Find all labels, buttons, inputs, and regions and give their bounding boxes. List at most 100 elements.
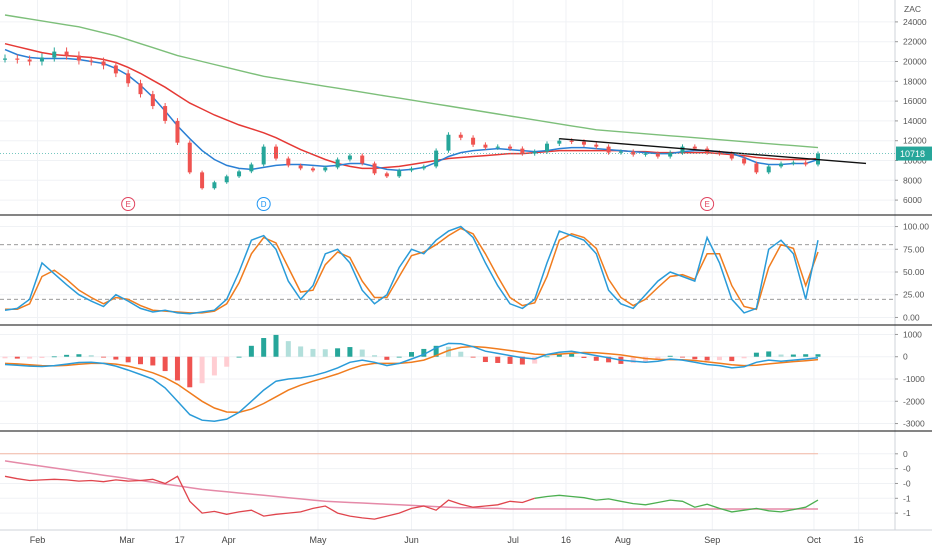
candle-body[interactable]: [545, 143, 549, 152]
candle-body[interactable]: [803, 162, 808, 165]
relative-strength-panel[interactable]: [0, 453, 819, 520]
y-tick-label: 22000: [903, 37, 927, 47]
candle-body[interactable]: [742, 158, 747, 164]
last-price-value: 10718: [900, 149, 925, 159]
candle-body[interactable]: [261, 146, 266, 165]
macd-histogram-bar: [39, 356, 45, 358]
candle-body[interactable]: [310, 168, 315, 171]
candle-body[interactable]: [175, 120, 180, 143]
price-trendline[interactable]: [559, 138, 867, 165]
candle-body[interactable]: [372, 163, 377, 174]
candle-body[interactable]: [298, 165, 303, 169]
sma-slow-line: [4, 14, 819, 149]
macd-histogram-bar: [421, 348, 427, 357]
macd-histogram-bar: [273, 334, 279, 357]
candle-body[interactable]: [323, 167, 328, 171]
candle-body[interactable]: [249, 164, 254, 172]
candle-body[interactable]: [3, 58, 7, 60]
candle-body[interactable]: [187, 142, 192, 173]
candle-body[interactable]: [384, 173, 389, 177]
candle-body[interactable]: [791, 162, 796, 164]
candle-body[interactable]: [766, 166, 771, 173]
candle-body[interactable]: [594, 144, 599, 147]
stochastic-d-line: [5, 227, 819, 314]
candle-body[interactable]: [360, 155, 365, 164]
candle-body[interactable]: [532, 151, 537, 154]
candle-body[interactable]: [471, 137, 476, 145]
candle-body[interactable]: [64, 51, 69, 56]
event-marker[interactable]: [700, 197, 715, 211]
time-scale[interactable]: Feb Mar 17 Apr May Jun Jul 16 Aug Sep Oct 16: [30, 535, 864, 545]
x-tick-label: Feb: [30, 535, 46, 545]
candle-body[interactable]: [680, 146, 685, 153]
candle-body[interactable]: [39, 57, 44, 62]
macd-histogram-bar: [458, 351, 464, 357]
candle-body[interactable]: [286, 158, 291, 166]
candle-body[interactable]: [335, 159, 340, 168]
stochastic-panel[interactable]: [0, 225, 895, 315]
candle-body[interactable]: [237, 171, 242, 177]
candle-body[interactable]: [52, 51, 57, 58]
candle-body[interactable]: [557, 140, 562, 144]
candle-body[interactable]: [200, 172, 205, 189]
x-tick-label: Jun: [404, 535, 419, 545]
y-tick-label: 75.00: [903, 244, 925, 254]
candle-body[interactable]: [89, 60, 94, 62]
y-tick-label: 50.00: [903, 267, 925, 277]
candle-body[interactable]: [655, 153, 660, 157]
candle-body[interactable]: [520, 148, 525, 154]
macd-histogram-bar: [14, 356, 20, 359]
candle-body[interactable]: [76, 55, 81, 61]
candle-body[interactable]: [692, 146, 697, 149]
y-tick-label: 25.00: [903, 290, 925, 300]
candle-body[interactable]: [581, 141, 586, 145]
candle-body[interactable]: [274, 146, 278, 159]
candle-body[interactable]: [421, 166, 426, 169]
candle-body[interactable]: [434, 150, 439, 167]
candle-body[interactable]: [224, 176, 229, 183]
candle-body[interactable]: [212, 182, 217, 189]
candle-body[interactable]: [508, 146, 513, 149]
x-tick-label: Aug: [615, 535, 631, 545]
candle-body[interactable]: [150, 94, 155, 107]
candle-body[interactable]: [347, 155, 352, 160]
event-marker[interactable]: [121, 197, 136, 211]
candle-body[interactable]: [458, 134, 463, 138]
candle-body[interactable]: [495, 146, 500, 148]
macd-histogram-bar: [643, 356, 649, 363]
candle-body[interactable]: [409, 168, 414, 171]
macd-histogram-bar: [482, 356, 488, 363]
candle-body[interactable]: [643, 153, 648, 155]
candle-body[interactable]: [163, 106, 168, 121]
candle-body[interactable]: [138, 83, 143, 95]
candle-body[interactable]: [779, 163, 784, 167]
candle-body[interactable]: [126, 73, 131, 84]
candle-body[interactable]: [101, 61, 106, 66]
candle-body[interactable]: [446, 134, 451, 151]
candle-body[interactable]: [668, 152, 673, 157]
candle-body[interactable]: [717, 152, 722, 154]
event-marker[interactable]: [256, 197, 271, 211]
panel-dividers: [0, 0, 932, 531]
macd-histogram-bar: [532, 356, 538, 364]
macd-histogram-bar: [655, 356, 661, 360]
candle-body[interactable]: [27, 59, 32, 62]
candle-body[interactable]: [569, 140, 574, 142]
candle-body[interactable]: [618, 151, 623, 153]
price-scale[interactable]: 6000800010000120001400016000180002000022…: [895, 17, 932, 518]
rs-line-below: [4, 475, 535, 520]
candle-body[interactable]: [483, 144, 488, 148]
candle-body[interactable]: [113, 65, 118, 74]
x-tick-label: Mar: [119, 535, 135, 545]
candle-body[interactable]: [397, 170, 402, 177]
candle-body[interactable]: [606, 146, 611, 153]
macd-panel[interactable]: [2, 334, 821, 423]
candle-body[interactable]: [729, 153, 734, 159]
candle-body[interactable]: [631, 151, 636, 155]
y-tick-label: -3000: [903, 419, 925, 429]
macd-histogram-bar: [174, 356, 180, 381]
candle-body[interactable]: [15, 58, 20, 60]
candle-body[interactable]: [754, 163, 759, 173]
